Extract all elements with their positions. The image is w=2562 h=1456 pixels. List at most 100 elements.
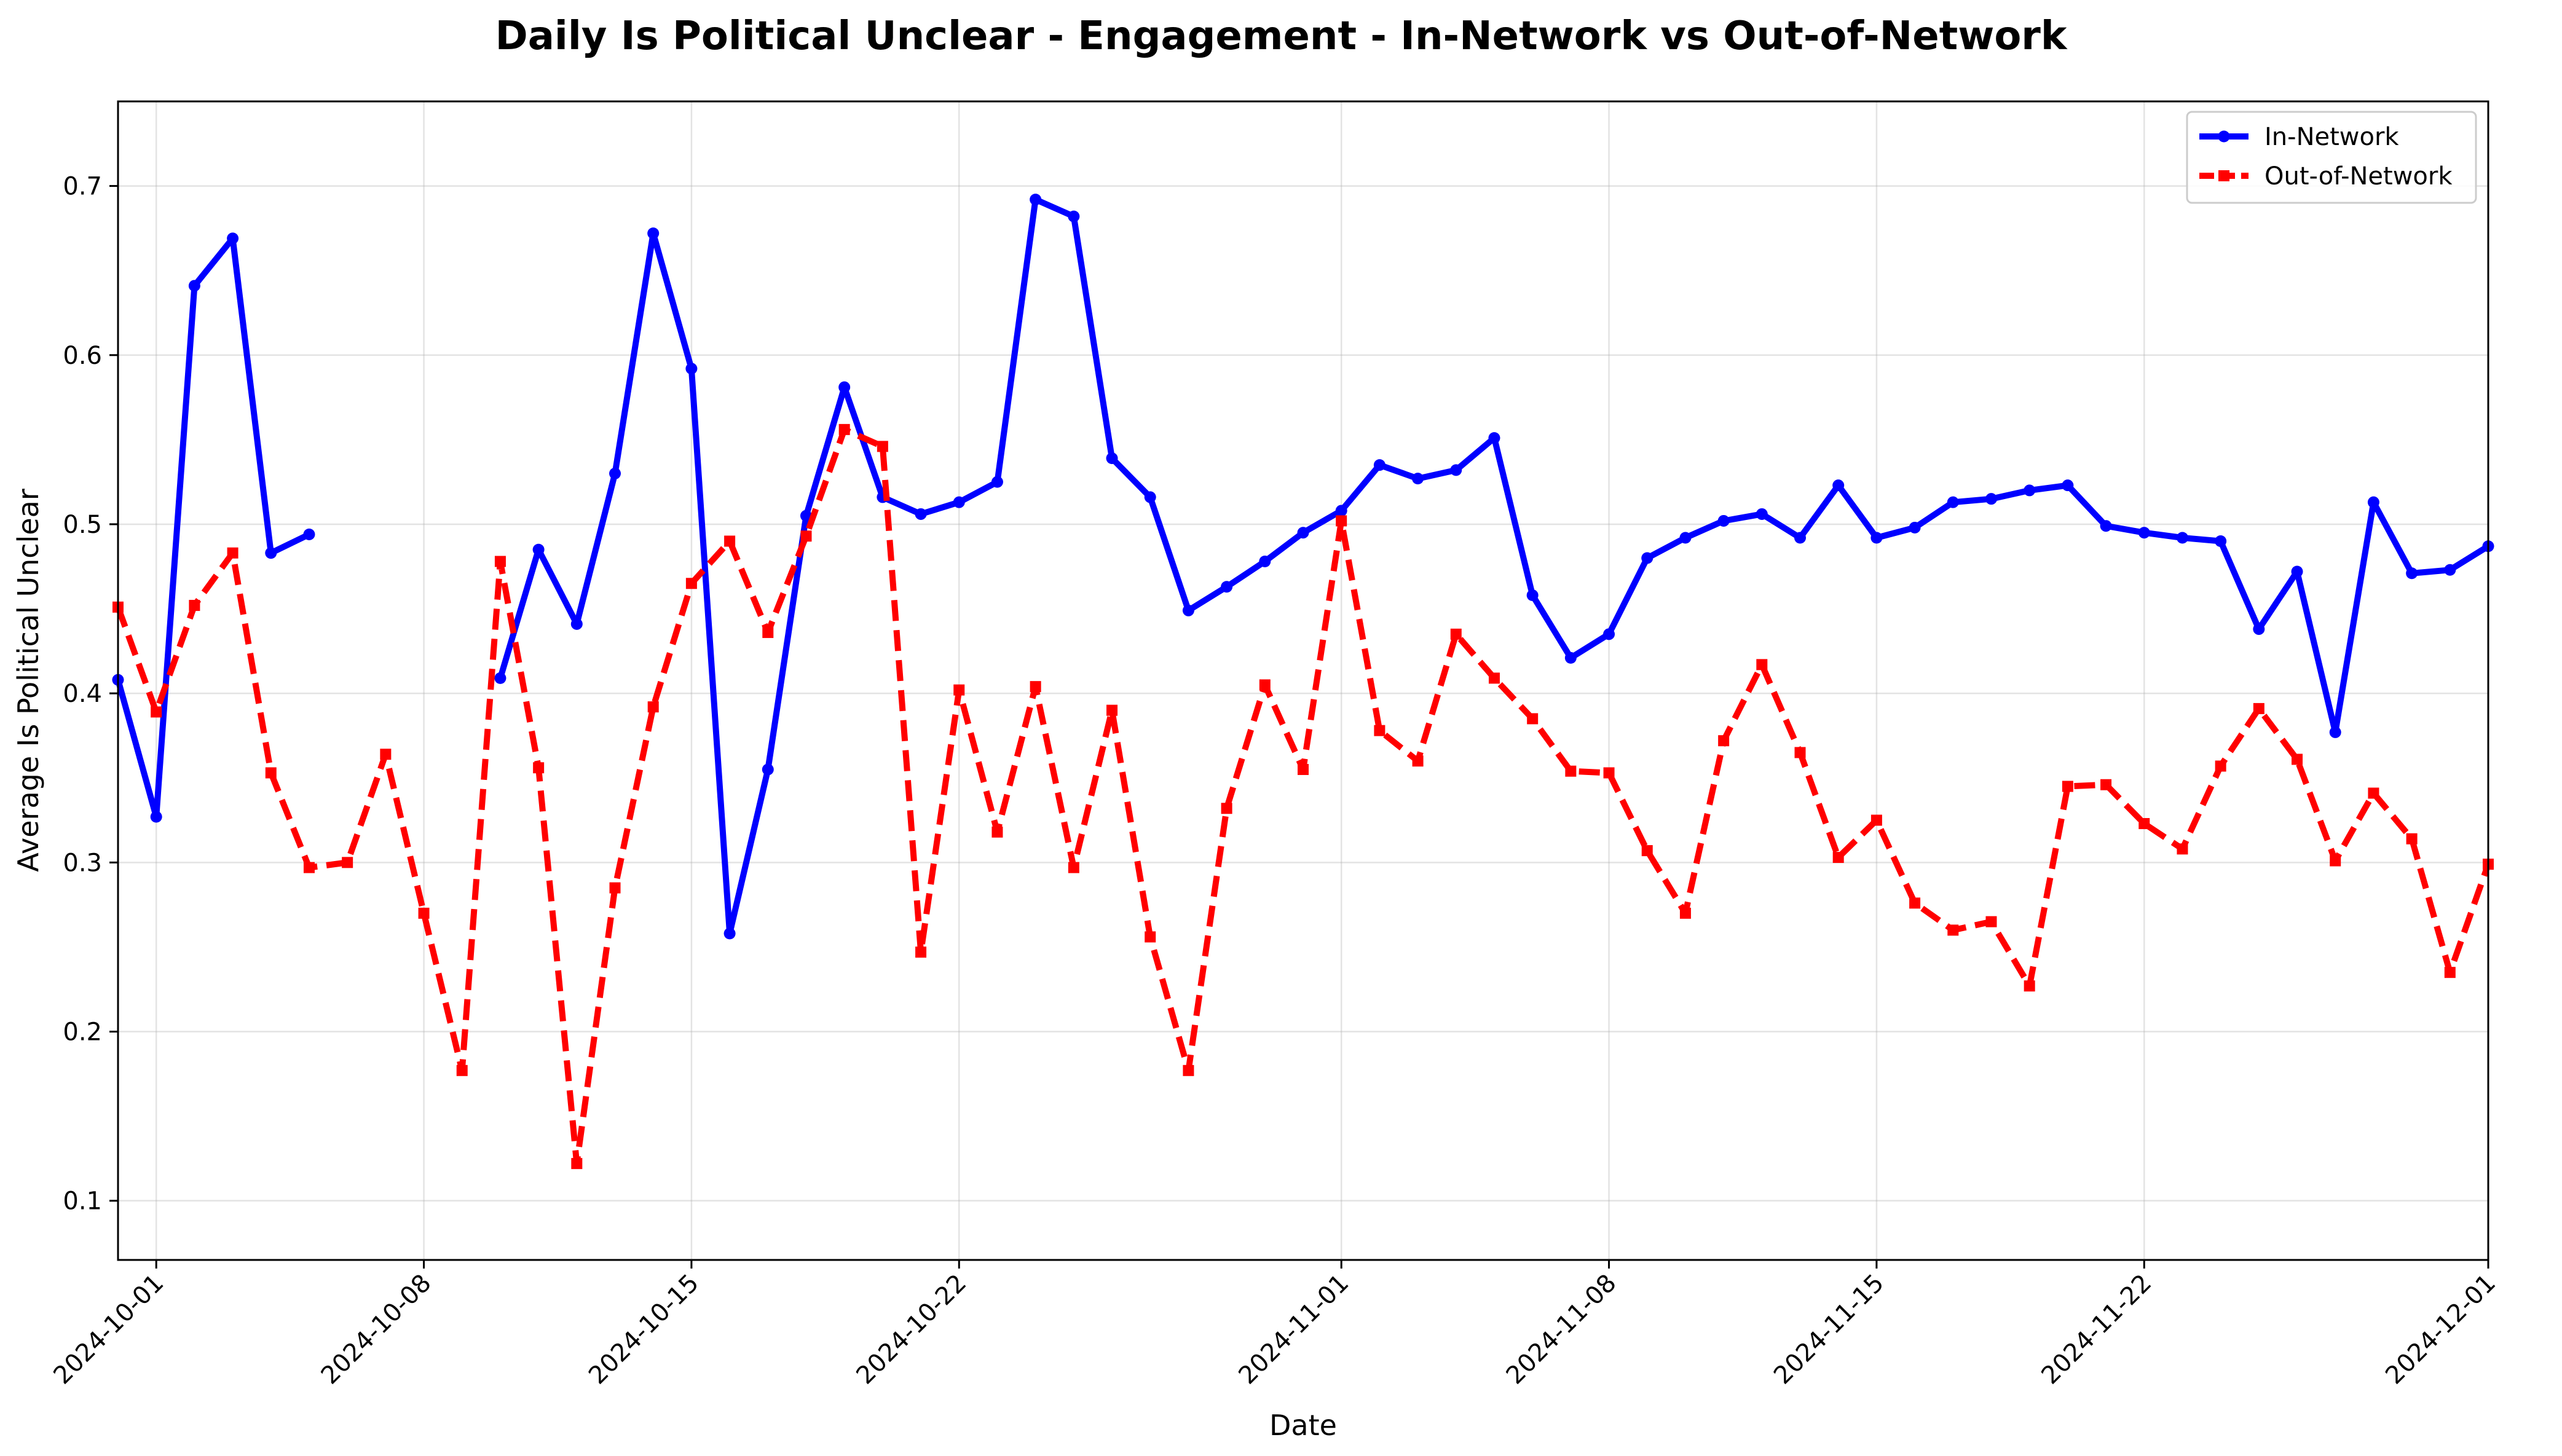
data-point bbox=[1641, 552, 1653, 564]
data-point bbox=[1565, 765, 1577, 777]
data-point bbox=[1794, 532, 1807, 544]
data-point bbox=[1832, 479, 1845, 492]
x-tick-label: 2024-10-08 bbox=[316, 1269, 437, 1390]
data-point bbox=[2176, 532, 2188, 544]
data-point bbox=[2215, 535, 2227, 547]
data-point bbox=[265, 767, 277, 779]
legend-box bbox=[2186, 111, 2477, 204]
data-point bbox=[188, 280, 200, 292]
data-point bbox=[2100, 520, 2112, 532]
data-point bbox=[1679, 907, 1691, 919]
data-point bbox=[1718, 735, 1730, 747]
y-tick-label: 0.2 bbox=[63, 1018, 102, 1047]
data-point bbox=[2444, 967, 2456, 978]
data-point bbox=[838, 423, 850, 435]
data-point bbox=[1221, 581, 1233, 593]
data-point bbox=[2177, 843, 2188, 855]
data-point bbox=[1259, 555, 1271, 567]
data-point bbox=[991, 476, 1003, 488]
data-point bbox=[1488, 672, 1500, 684]
y-tick-label: 0.3 bbox=[63, 849, 102, 877]
data-point bbox=[571, 1158, 583, 1170]
data-point bbox=[877, 441, 888, 452]
data-point bbox=[915, 508, 927, 520]
data-point bbox=[1068, 210, 1080, 222]
x-axis: 2024-10-01 2024-10-08 2024-10-15 2024-10-22… bbox=[48, 1260, 2501, 1390]
data-point bbox=[724, 535, 736, 547]
series-line-in-network bbox=[115, 235, 312, 820]
data-point bbox=[647, 227, 660, 240]
data-point bbox=[570, 618, 583, 630]
data-point bbox=[1336, 515, 1347, 527]
data-point bbox=[1985, 493, 1997, 505]
data-point bbox=[1909, 521, 1921, 533]
data-point bbox=[1985, 916, 1997, 927]
data-point bbox=[2024, 484, 2036, 497]
data-point bbox=[265, 547, 277, 559]
data-point bbox=[1298, 763, 1309, 775]
data-point bbox=[1870, 814, 1882, 826]
data-point bbox=[1756, 508, 1768, 520]
data-point bbox=[1564, 651, 1577, 664]
y-axis: 0.1 0.2 0.3 0.4 0.5 0.6 0.7 bbox=[63, 173, 118, 1216]
data-point bbox=[2138, 818, 2150, 830]
data-point bbox=[1297, 527, 1309, 539]
legend-marker bbox=[2218, 130, 2230, 143]
data-point bbox=[915, 946, 927, 958]
data-point bbox=[1832, 852, 1844, 864]
data-point bbox=[1870, 532, 1883, 544]
data-point bbox=[1909, 897, 1921, 909]
data-point bbox=[2253, 623, 2265, 636]
data-point bbox=[1182, 604, 1194, 616]
data-point bbox=[2368, 787, 2379, 799]
data-point bbox=[2367, 496, 2379, 508]
data-point bbox=[1106, 452, 1118, 465]
data-point bbox=[1679, 532, 1692, 544]
legend-label: Out-of-Network bbox=[2264, 162, 2453, 191]
data-point bbox=[1144, 491, 1156, 503]
data-point bbox=[2215, 760, 2226, 772]
data-point bbox=[533, 762, 545, 774]
data-point bbox=[2100, 779, 2112, 790]
x-tick-label: 2024-11-22 bbox=[2036, 1269, 2157, 1390]
data-point bbox=[953, 684, 965, 696]
data-point bbox=[2406, 567, 2418, 580]
data-point bbox=[1450, 464, 1462, 476]
data-point bbox=[762, 627, 774, 639]
data-point bbox=[1374, 725, 1385, 736]
data-point bbox=[418, 907, 430, 919]
data-point bbox=[2024, 980, 2035, 992]
x-tick-label: 2024-10-01 bbox=[48, 1269, 169, 1390]
data-point bbox=[1106, 704, 1118, 716]
data-point bbox=[1412, 755, 1424, 767]
data-point bbox=[2062, 479, 2074, 492]
x-axis-label: Date bbox=[1269, 1409, 1337, 1442]
y-tick-label: 0.1 bbox=[63, 1187, 102, 1216]
series-layer bbox=[112, 194, 2494, 1170]
data-point bbox=[609, 467, 621, 479]
data-point bbox=[456, 1064, 468, 1076]
grid bbox=[118, 101, 2489, 1260]
data-point bbox=[1526, 589, 1539, 602]
legend: In-Network Out-of-Network bbox=[2186, 111, 2477, 204]
data-point bbox=[227, 547, 238, 559]
legend-marker bbox=[2218, 170, 2229, 181]
data-point bbox=[227, 232, 239, 245]
data-point bbox=[303, 862, 315, 873]
x-tick-label: 2024-10-15 bbox=[583, 1269, 704, 1390]
series-in-network bbox=[112, 194, 2494, 940]
plot-frame bbox=[117, 100, 2489, 1261]
data-point bbox=[1145, 931, 1156, 943]
data-point bbox=[647, 701, 659, 713]
data-point bbox=[150, 811, 162, 823]
data-point bbox=[1335, 505, 1347, 517]
x-tick-label: 2024-11-01 bbox=[1233, 1269, 1354, 1390]
data-point bbox=[609, 882, 621, 894]
y-tick-label: 0.4 bbox=[63, 680, 102, 708]
data-point bbox=[1947, 924, 1959, 936]
data-point bbox=[723, 927, 736, 940]
data-point bbox=[189, 600, 200, 612]
series-line-out-of-network bbox=[115, 426, 2491, 1167]
data-point bbox=[1756, 659, 1768, 671]
